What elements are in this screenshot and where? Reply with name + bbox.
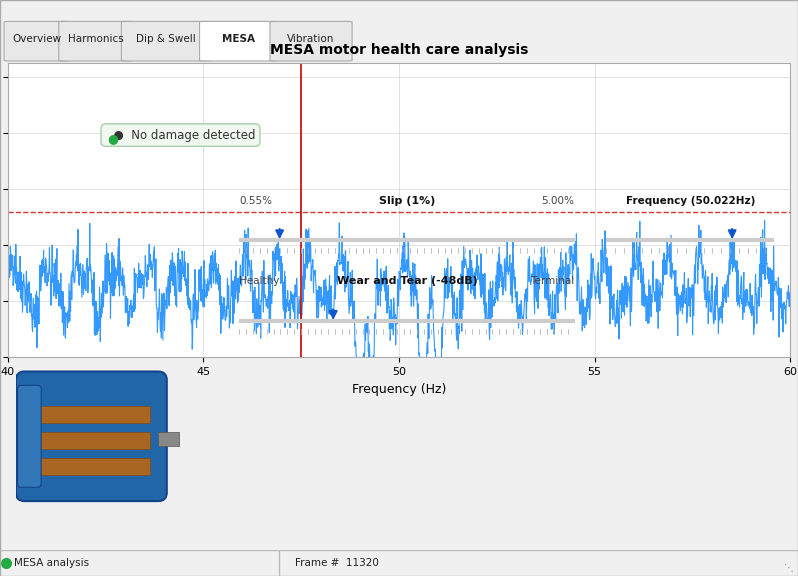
Text: 5.00%: 5.00% — [542, 196, 575, 206]
FancyBboxPatch shape — [270, 21, 352, 61]
Text: Healthy: Healthy — [239, 276, 280, 286]
Bar — [158, 432, 179, 446]
Text: MESA analysis: MESA analysis — [14, 558, 89, 568]
Text: MESA: MESA — [222, 34, 255, 44]
Bar — [33, 458, 150, 475]
Text: ●: ● — [108, 132, 118, 145]
FancyBboxPatch shape — [16, 372, 167, 501]
Text: Harmonics: Harmonics — [68, 34, 124, 44]
Title: MESA motor health care analysis: MESA motor health care analysis — [270, 43, 528, 58]
Text: Dip & Swell: Dip & Swell — [136, 34, 196, 44]
Text: ⋱: ⋱ — [784, 563, 794, 574]
FancyBboxPatch shape — [121, 21, 211, 61]
Text: Overview: Overview — [13, 34, 62, 44]
Text: Vibration: Vibration — [287, 34, 334, 44]
Text: Frame #  11320: Frame # 11320 — [295, 558, 379, 568]
X-axis label: Frequency (Hz): Frequency (Hz) — [352, 382, 446, 396]
Text: Terminal: Terminal — [531, 276, 575, 286]
Text: 0.55%: 0.55% — [239, 196, 272, 206]
Bar — [33, 406, 150, 423]
FancyBboxPatch shape — [59, 21, 133, 61]
Bar — [33, 432, 150, 449]
Text: Frequency (50.022Hz): Frequency (50.022Hz) — [626, 196, 755, 206]
Text: Slip (1%): Slip (1%) — [379, 196, 435, 206]
Text: ●  No damage detected: ● No damage detected — [106, 128, 255, 142]
Text: Wear and Tear (-48dB): Wear and Tear (-48dB) — [337, 276, 477, 286]
FancyBboxPatch shape — [18, 385, 41, 487]
FancyBboxPatch shape — [4, 21, 70, 61]
FancyBboxPatch shape — [200, 21, 278, 61]
